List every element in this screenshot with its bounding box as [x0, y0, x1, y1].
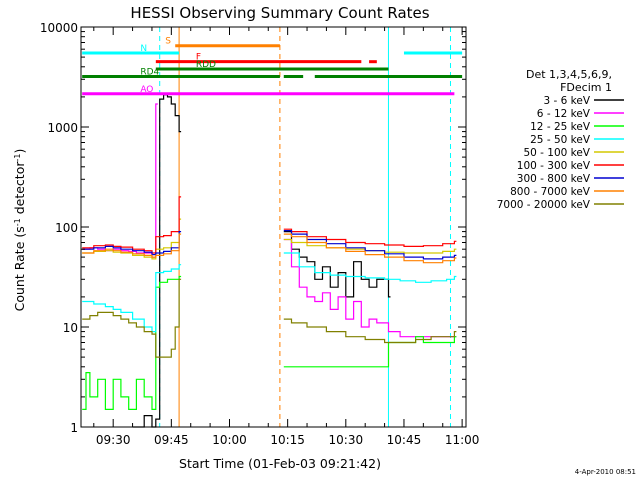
series-line-2	[82, 275, 457, 410]
series-line-7	[82, 233, 457, 264]
legend-label-6: 300 - 800 keV	[517, 173, 591, 185]
series-line-0	[132, 94, 391, 428]
y-axis-label-mid: detector	[12, 161, 27, 219]
y-tick-label-3: 1000	[47, 121, 78, 135]
x-tick-label-5: 10:45	[387, 433, 422, 447]
legend-label-2: 12 - 25 keV	[530, 121, 591, 133]
flag-label-F: F	[196, 53, 201, 63]
legend-header-line-2: FDecim 1	[560, 81, 612, 94]
legend-label-7: 800 - 7000 keV	[510, 186, 591, 198]
x-tick-label-0: 09:30	[96, 433, 131, 447]
date-stamp: 4-Apr-2010 08:51	[575, 468, 636, 476]
data-series	[82, 94, 457, 428]
flag-label-RD4: RD4	[140, 67, 159, 77]
y-tick-label-1: 10	[63, 321, 78, 335]
axes: 09:30 09:45 10:00 10:15 10:30 10:45 11:00 1 10 10…	[40, 21, 480, 447]
y-axis-label: Count Rate (s-1 detector-1)	[12, 149, 27, 312]
x-tick-label-4: 10:30	[329, 433, 364, 447]
flag-label-N: N	[140, 44, 147, 54]
y-axis-label-sup2: -1	[13, 154, 22, 162]
y-tick-label-0: 1	[70, 421, 78, 435]
series-line-3	[82, 252, 457, 333]
flag-label-AO: AO	[140, 85, 153, 95]
legend-label-5: 100 - 300 keV	[517, 160, 591, 172]
y-axis-label-sup1: -1	[13, 218, 22, 226]
series-line-8	[82, 278, 457, 358]
legend-header: Det 1,3,4,5,6,9, FDecim 1	[526, 68, 612, 94]
y-tick-label-4: 10000	[40, 21, 78, 35]
plot-frame	[80, 26, 467, 428]
y-axis-label-end: )	[12, 149, 27, 154]
y-axis-label-main: Count Rate (s	[12, 226, 27, 311]
legend-label-8: 7000 - 20000 keV	[497, 199, 591, 211]
flag-label-S: S	[165, 37, 171, 47]
legend-label-0: 3 - 6 keV	[543, 95, 590, 107]
y-tick-label-2: 100	[55, 221, 78, 235]
series-line-1	[82, 103, 457, 338]
chart-title: HESSI Observing Summary Count Rates	[130, 4, 429, 22]
legend-label-3: 25 - 50 keV	[530, 134, 591, 146]
flag-label-RDD: RDD	[196, 60, 216, 70]
legend-label-4: 50 - 100 keV	[523, 147, 590, 159]
x-tick-label-2: 10:00	[212, 433, 247, 447]
x-tick-label-3: 10:15	[270, 433, 305, 447]
legend-label-1: 6 - 12 keV	[537, 108, 591, 120]
legend-header-line-1: Det 1,3,4,5,6,9,	[526, 68, 612, 81]
x-axis-label: Start Time (01-Feb-03 09:21:42)	[179, 456, 381, 471]
x-tick-label-6: 11:00	[445, 433, 480, 447]
series-line-5	[82, 196, 457, 254]
x-tick-label-1: 09:45	[154, 433, 189, 447]
